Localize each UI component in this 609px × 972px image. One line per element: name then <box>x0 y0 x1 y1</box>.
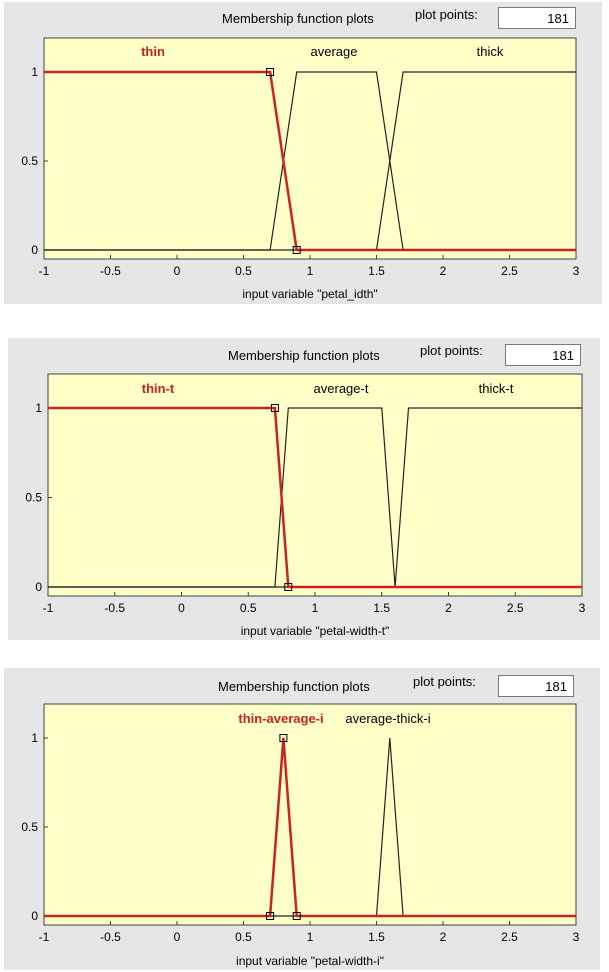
x-tick-label: -0.5 <box>104 601 125 615</box>
plot-points-input[interactable] <box>498 675 574 697</box>
plot-points-label: plot points: <box>413 674 476 689</box>
mf-handle[interactable] <box>292 246 301 254</box>
x-axis-label: input variable "petal-width-t" <box>241 624 390 638</box>
plot-area <box>43 703 577 926</box>
x-tick-label: 3 <box>573 264 580 278</box>
mf-handle[interactable] <box>266 912 275 920</box>
panel-title: Membership function plots <box>228 348 380 363</box>
mf-label: thick-t <box>479 381 514 396</box>
mf-handle[interactable] <box>270 404 279 412</box>
y-tick-label: 0 <box>31 909 38 923</box>
panel-title: Membership function plots <box>218 679 370 694</box>
y-tick-label: 1 <box>35 401 42 415</box>
x-tick-label: 0.5 <box>235 264 252 278</box>
mf-label: thin-average-i <box>238 711 323 726</box>
mf-handle[interactable] <box>292 912 301 920</box>
panel-title: Membership function plots <box>222 11 374 26</box>
plot-area <box>47 373 583 597</box>
x-tick-label: 0 <box>178 601 185 615</box>
y-tick-label: 0.5 <box>21 154 38 168</box>
x-tick-label: -0.5 <box>100 264 121 278</box>
plot-points-input[interactable] <box>505 344 581 366</box>
mf-curve-thin-t[interactable] <box>48 406 582 589</box>
plot-points-label: plot points: <box>420 343 483 358</box>
mf-label: thin <box>141 44 165 59</box>
x-tick-label: 2 <box>440 264 447 278</box>
x-tick-label: -0.5 <box>100 930 121 944</box>
x-tick-label: 3 <box>579 601 586 615</box>
x-tick-label: 1 <box>312 601 319 615</box>
mf-curve-thin-average-i[interactable] <box>44 737 576 918</box>
x-tick-label: 0 <box>174 930 181 944</box>
x-tick-label: 0.5 <box>235 930 252 944</box>
x-tick-label: 0.5 <box>240 601 257 615</box>
mf-label: thin-t <box>142 381 175 396</box>
y-tick-label: 1 <box>31 65 38 79</box>
mf-label: thick <box>477 44 504 59</box>
x-tick-label: 2.5 <box>501 930 518 944</box>
y-tick-label: 0.5 <box>21 820 38 834</box>
mf-label: average <box>311 44 358 59</box>
x-tick-label: -1 <box>39 930 50 944</box>
x-tick-label: -1 <box>43 601 54 615</box>
x-tick-label: 1 <box>307 930 314 944</box>
plot-points-input[interactable] <box>498 7 576 29</box>
mf-curve-thick-t[interactable] <box>48 407 582 588</box>
x-tick-label: 2.5 <box>501 264 518 278</box>
mf-label: average-t <box>314 381 369 396</box>
x-tick-label: 2.5 <box>507 601 524 615</box>
plot-points-label: plot points: <box>415 7 478 22</box>
x-axis-label: input variable "petal_idth" <box>242 287 377 301</box>
x-tick-label: 1 <box>307 264 314 278</box>
x-tick-label: 2 <box>445 601 452 615</box>
mf-handle[interactable] <box>266 68 275 76</box>
y-tick-label: 1 <box>31 731 38 745</box>
y-tick-label: 0 <box>35 580 42 594</box>
mf-handle[interactable] <box>284 583 293 591</box>
x-tick-label: 1.5 <box>368 264 385 278</box>
x-axis-label: input variable "petal-width-i" <box>236 954 384 968</box>
x-tick-label: 1.5 <box>368 930 385 944</box>
mf-label: average-thick-i <box>345 711 430 726</box>
x-tick-label: 1.5 <box>373 601 390 615</box>
mf-handle[interactable] <box>279 734 288 742</box>
x-tick-label: -1 <box>39 264 50 278</box>
plot-area <box>43 37 577 260</box>
x-tick-label: 3 <box>573 930 580 944</box>
y-tick-label: 0.5 <box>25 491 42 505</box>
y-tick-label: 0 <box>31 243 38 257</box>
mf-curve-thick[interactable] <box>44 71 576 251</box>
mf-curve-thin[interactable] <box>44 70 576 252</box>
x-tick-label: 2 <box>440 930 447 944</box>
x-tick-label: 0 <box>174 264 181 278</box>
